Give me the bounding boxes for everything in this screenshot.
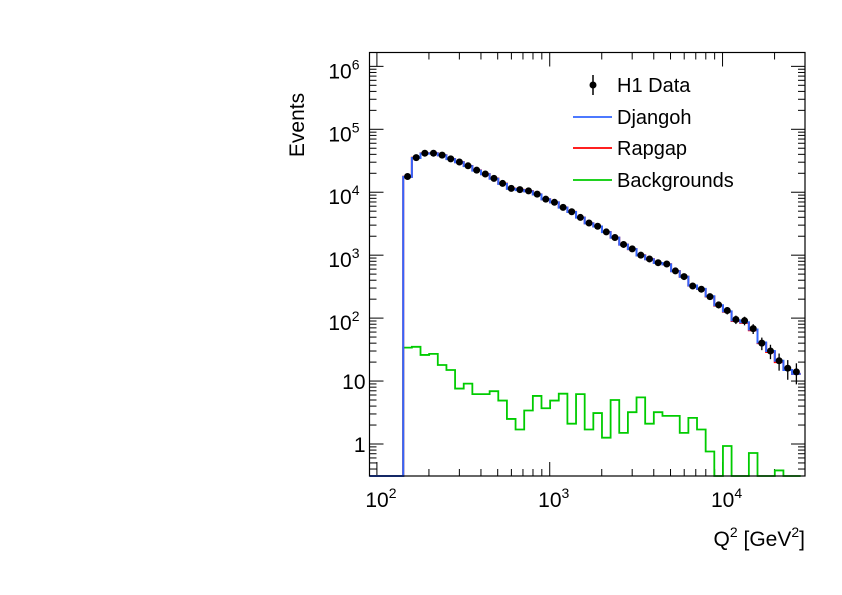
y-tick-label: 1 [354, 434, 366, 457]
y-axis-title: Events [286, 93, 309, 157]
data-point [490, 174, 498, 182]
data-point [473, 166, 481, 174]
data-point [663, 260, 671, 268]
data-point [680, 273, 688, 281]
x-tick-label: 104 [711, 485, 742, 512]
data-point [499, 179, 507, 187]
x-tick-label: 102 [365, 485, 396, 512]
data-point [637, 251, 645, 259]
data-point [628, 245, 636, 253]
data-point [429, 149, 437, 157]
legend-entry-djangoh: Djangoh [573, 107, 692, 129]
data-point [766, 347, 774, 355]
data-point [464, 162, 472, 170]
data-point [481, 170, 489, 178]
data-point [611, 233, 619, 241]
data-point [404, 172, 412, 180]
legend-label: H1 Data [617, 75, 691, 97]
x-axis-title: Q2 [GeV2] [714, 524, 805, 551]
data-point [455, 158, 463, 166]
data-point [533, 190, 541, 198]
data-point [550, 198, 558, 206]
data-point [741, 317, 749, 325]
tick-labels: 102 103 104 1 10 102 103 104 105 106 [328, 56, 742, 512]
legend-label: Backgrounds [617, 170, 734, 192]
data-point [697, 285, 705, 293]
legend: H1 Data Djangoh Rapgap Backgrounds [573, 75, 734, 192]
data-point [421, 149, 429, 157]
data-point [758, 339, 766, 347]
y-tick-label: 104 [328, 182, 359, 209]
minor-ticks [369, 52, 806, 476]
y-tick-label: 102 [328, 308, 359, 335]
data-point [706, 293, 714, 301]
data-point [715, 301, 723, 309]
y-tick-label: 10 [342, 371, 365, 394]
data-point [447, 155, 455, 163]
legend-entry-rapgap: Rapgap [573, 138, 687, 160]
data-point [732, 316, 740, 324]
data-point [620, 240, 628, 248]
data-point [749, 325, 757, 333]
data-point [784, 364, 792, 372]
data-point [516, 186, 524, 194]
x-tick-label: 103 [538, 485, 569, 512]
y-tick-label: 106 [328, 56, 359, 83]
data-point [568, 208, 576, 216]
data-point [412, 154, 420, 162]
data-point [689, 282, 697, 290]
data-point [525, 187, 533, 195]
data-point [542, 195, 550, 203]
data-point [792, 368, 800, 376]
data-point [654, 259, 662, 267]
data-point [671, 267, 679, 275]
legend-marker-point [589, 81, 597, 89]
legend-label: Djangoh [617, 107, 692, 129]
data-point [602, 228, 610, 236]
data-point [775, 357, 783, 365]
legend-entry-backgrounds: Backgrounds [573, 170, 734, 192]
data-point [576, 213, 584, 221]
histogram-backgrounds [369, 345, 801, 477]
plot-frame [368, 51, 806, 477]
data-point [645, 255, 653, 263]
data-point [723, 307, 731, 315]
series-layer [369, 149, 801, 477]
legend-entry-h1-data: H1 Data [589, 75, 691, 97]
legend-label: Rapgap [617, 138, 687, 160]
data-point [559, 203, 567, 211]
data-point [438, 151, 446, 159]
data-point [585, 219, 593, 227]
data-point [507, 184, 515, 192]
data-point [594, 222, 602, 230]
y-tick-label: 105 [328, 119, 359, 146]
y-tick-label: 103 [328, 245, 359, 272]
